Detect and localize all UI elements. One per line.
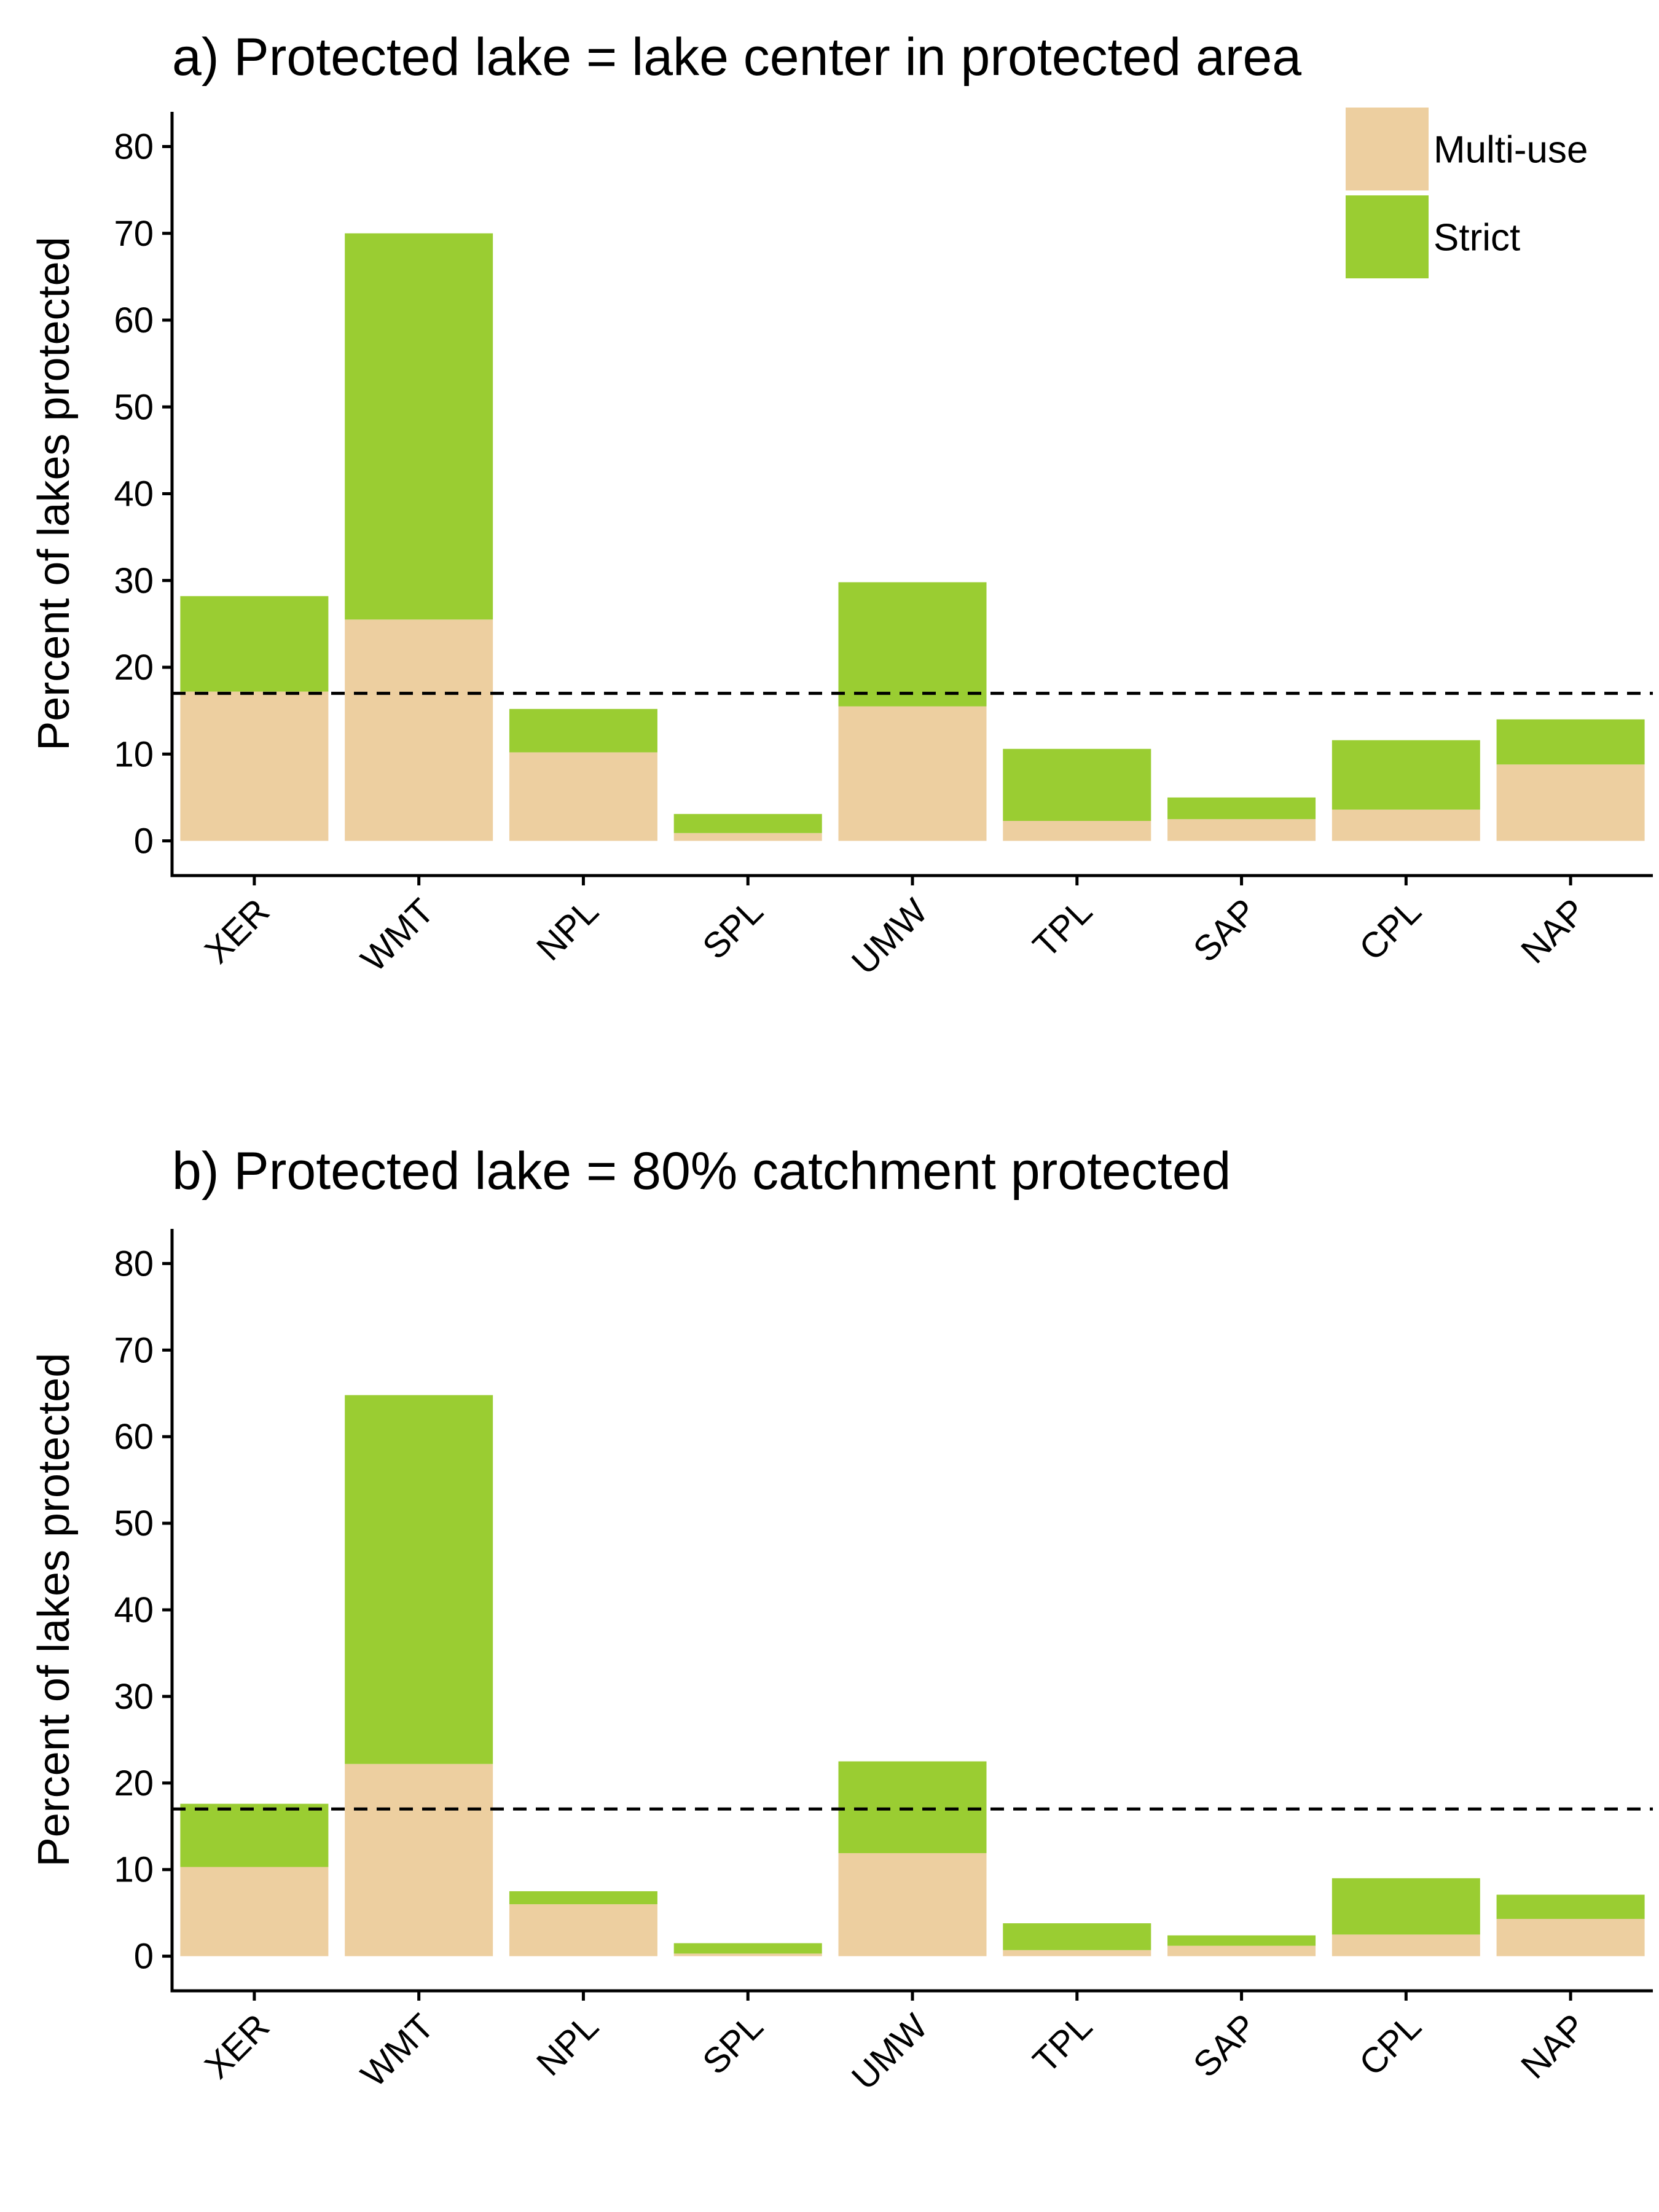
bar-multi-use-cpl [1332, 1934, 1480, 1956]
bar-multi-use-npl [509, 752, 657, 841]
bars [180, 1395, 1645, 1956]
chart-panel-b: b) Protected lake = 80% catchment protec… [29, 1142, 1653, 2098]
bar-multi-use-npl [509, 1904, 657, 1956]
bar-strict-nap [1496, 719, 1645, 765]
y-tick-label: 30 [114, 1677, 154, 1717]
bar-strict-spl [673, 1943, 822, 1954]
bar-multi-use-tpl [1003, 1950, 1151, 1956]
y-tick-label: 20 [114, 648, 154, 688]
x-tick-label-npl: NPL [529, 891, 606, 968]
y-tick-label: 10 [114, 734, 154, 774]
bar-multi-use-wmt [345, 619, 493, 841]
bar-strict-umw [838, 582, 987, 707]
bar-multi-use-spl [673, 1953, 822, 1956]
bar-strict-umw [838, 1761, 987, 1853]
x-tick-label-nap: NAP [1513, 891, 1593, 971]
x-tick-label-wmt: WMT [353, 2006, 442, 2095]
legend: Multi-use Strict [1346, 108, 1588, 278]
bar-multi-use-cpl [1332, 809, 1480, 841]
y-tick-label: 60 [114, 1417, 154, 1457]
bar-strict-wmt [345, 233, 493, 620]
x-tick-label-spl: SPL [695, 2006, 771, 2082]
bar-strict-tpl [1003, 1923, 1151, 1950]
bar-strict-xer [180, 596, 329, 692]
y-tick-label: 80 [114, 1244, 154, 1284]
x-tick-label-nap: NAP [1513, 2006, 1593, 2086]
bar-multi-use-umw [838, 706, 987, 841]
bar-strict-xer [180, 1803, 329, 1867]
bar-multi-use-sap [1167, 1945, 1316, 1956]
chart-panel-a: a) Protected lake = lake center in prote… [29, 28, 1653, 982]
y-tick-label: 70 [114, 214, 154, 254]
bar-multi-use-xer [180, 1867, 329, 1956]
legend-label-multi-use: Multi-use [1433, 129, 1588, 171]
x-tick-label-sap: SAP [1186, 891, 1265, 970]
x-tick-label-spl: SPL [695, 891, 771, 967]
bar-strict-npl [509, 708, 657, 753]
x-tick-label-cpl: CPL [1352, 891, 1429, 968]
bar-multi-use-nap [1496, 764, 1645, 841]
y-tick-label: 30 [114, 561, 154, 601]
bar-strict-npl [509, 1891, 657, 1905]
chart-title: b) Protected lake = 80% catchment protec… [172, 1142, 1231, 1201]
x-tick-label-sap: SAP [1186, 2006, 1265, 2085]
y-tick-label: 70 [114, 1330, 154, 1370]
bar-multi-use-wmt [345, 1763, 493, 1956]
bar-strict-cpl [1332, 1878, 1480, 1935]
bar-multi-use-sap [1167, 819, 1316, 841]
x-tick-label-cpl: CPL [1352, 2006, 1429, 2084]
y-axis-label: Percent of lakes protected [29, 1353, 79, 1867]
legend-swatch-strict [1346, 195, 1429, 278]
x-tick-label-tpl: TPL [1026, 2006, 1100, 2081]
y-tick-label: 50 [114, 387, 154, 427]
bar-multi-use-umw [838, 1853, 987, 1956]
bar-strict-tpl [1003, 748, 1151, 822]
y-tick-label: 80 [114, 127, 154, 167]
bar-multi-use-spl [673, 833, 822, 841]
y-tick-label: 60 [114, 300, 154, 340]
bar-strict-nap [1496, 1894, 1645, 1920]
y-tick-label: 40 [114, 1590, 154, 1630]
y-tick-label: 40 [114, 474, 154, 514]
bar-multi-use-xer [180, 691, 329, 841]
bar-strict-spl [673, 814, 822, 833]
y-tick-label: 10 [114, 1850, 154, 1890]
x-tick-label-wmt: WMT [353, 891, 442, 979]
bar-strict-sap [1167, 1935, 1316, 1946]
bar-strict-sap [1167, 797, 1316, 820]
y-tick-label: 50 [114, 1504, 154, 1543]
y-tick-label: 20 [114, 1763, 154, 1803]
bar-multi-use-tpl [1003, 821, 1151, 841]
x-tick-label-npl: NPL [529, 2006, 606, 2084]
legend-swatch-multi-use [1346, 108, 1429, 190]
y-axis-label: Percent of lakes protected [29, 237, 79, 750]
chart-title: a) Protected lake = lake center in prote… [172, 28, 1301, 87]
bar-strict-wmt [345, 1395, 493, 1764]
bar-strict-cpl [1332, 740, 1480, 810]
x-tick-label-tpl: TPL [1026, 891, 1100, 965]
y-tick-label: 0 [134, 1937, 154, 1977]
bars [180, 233, 1645, 841]
legend-label-strict: Strict [1433, 217, 1520, 259]
x-tick-label-xer: XER [197, 891, 277, 971]
x-tick-label-xer: XER [197, 2006, 277, 2086]
bar-multi-use-nap [1496, 1919, 1645, 1956]
y-tick-label: 0 [134, 822, 154, 861]
x-tick-label-umw: UMW [844, 2006, 936, 2098]
x-tick-label-umw: UMW [844, 891, 936, 982]
